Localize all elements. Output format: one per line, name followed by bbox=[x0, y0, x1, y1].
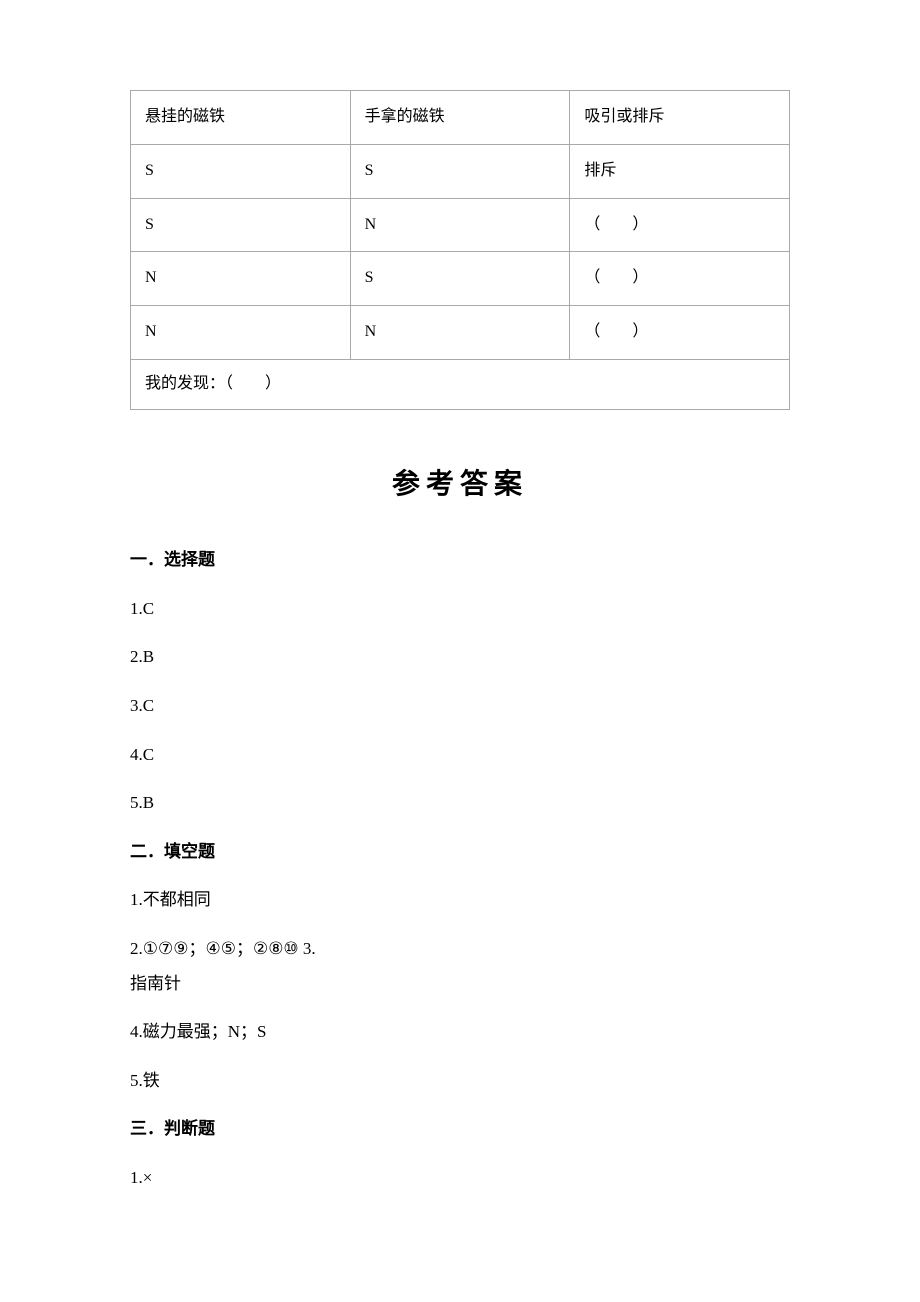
cell: 排斥 bbox=[570, 144, 790, 198]
header-col2: 手拿的磁铁 bbox=[350, 91, 570, 145]
header-col3: 吸引或排斥 bbox=[570, 91, 790, 145]
section-header-choice: 一．选择题 bbox=[130, 545, 790, 576]
cell: N bbox=[350, 306, 570, 360]
cell: S bbox=[131, 198, 351, 252]
answer-item: 1.不都相同 bbox=[130, 885, 790, 916]
answer-item: 5.B bbox=[130, 788, 790, 819]
table-row: N S （ ） bbox=[131, 252, 790, 306]
header-col1: 悬挂的磁铁 bbox=[131, 91, 351, 145]
section-header-fill: 二．填空题 bbox=[130, 837, 790, 868]
table-header-row: 悬挂的磁铁 手拿的磁铁 吸引或排斥 bbox=[131, 91, 790, 145]
answer-item: 3.C bbox=[130, 691, 790, 722]
answer-item: 1.× bbox=[130, 1163, 790, 1194]
cell: N bbox=[131, 306, 351, 360]
answer-item: 2.①⑦⑨；④⑤；②⑧⑩ 3. bbox=[130, 934, 790, 965]
cell: N bbox=[350, 198, 570, 252]
table-row: S N （ ） bbox=[131, 198, 790, 252]
answer-item: 2.B bbox=[130, 642, 790, 673]
cell: S bbox=[350, 144, 570, 198]
answer-item: 指南针 bbox=[130, 969, 790, 1000]
cell-blank: （ ） bbox=[570, 252, 790, 306]
answer-item: 1.C bbox=[130, 594, 790, 625]
magnet-experiment-table: 悬挂的磁铁 手拿的磁铁 吸引或排斥 S S 排斥 S N （ ） N S （ ）… bbox=[130, 90, 790, 410]
section-header-judge: 三．判断题 bbox=[130, 1114, 790, 1145]
cell: N bbox=[131, 252, 351, 306]
cell-blank: （ ） bbox=[570, 306, 790, 360]
cell: S bbox=[350, 252, 570, 306]
cell: S bbox=[131, 144, 351, 198]
answer-title: 参考答案 bbox=[130, 460, 790, 510]
answer-item: 5.铁 bbox=[130, 1066, 790, 1097]
answer-item: 4.磁力最强；N；S bbox=[130, 1017, 790, 1048]
cell-blank: （ ） bbox=[570, 198, 790, 252]
discovery-cell: 我的发现：（ ） bbox=[131, 359, 790, 409]
answer-item: 4.C bbox=[130, 740, 790, 771]
table-row: N N （ ） bbox=[131, 306, 790, 360]
table-row: S S 排斥 bbox=[131, 144, 790, 198]
table-footer-row: 我的发现：（ ） bbox=[131, 359, 790, 409]
